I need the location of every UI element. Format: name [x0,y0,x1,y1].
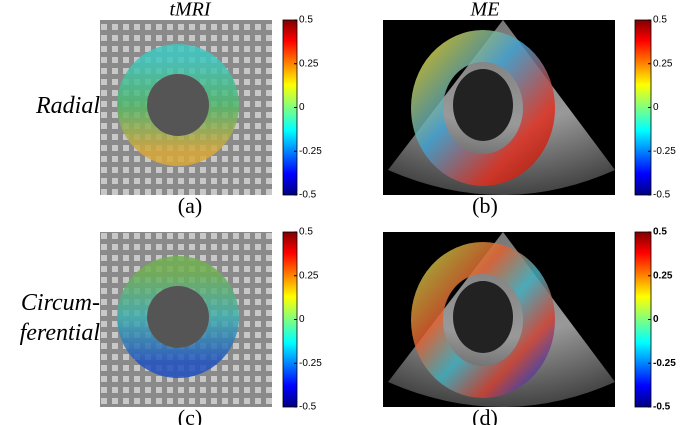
colorbar-tick-label: 0 [653,314,659,325]
panel-caption: (a) [178,193,202,218]
row-label: ferential [20,320,101,346]
colorbar-tick-label: 0.25 [653,58,673,69]
panel-caption: (b) [472,193,498,218]
column-title: ME [470,0,500,21]
colorbar-tick-label: 0.5 [299,227,313,238]
colorbar-tick-label: -0.5 [653,190,671,201]
colorbar-tick-label: 0 [299,314,305,325]
colorbar-tick-label: 0 [653,102,659,113]
strain-ring [411,242,555,398]
colorbar-tick-label: 0 [299,102,305,113]
strain-ring [117,256,239,378]
colorbar-tick-label: 0.5 [653,15,667,26]
colorbar-tick-label: -0.5 [299,190,317,201]
strain-ring [117,44,239,166]
colorbar-tick-label: 0.25 [299,58,319,69]
panel-caption: (c) [178,405,202,425]
row-label: Radial [35,93,100,119]
colorbar-tick-label: -0.25 [299,358,322,369]
column-title: tMRI [169,0,211,21]
row-label: Circum- [21,290,100,316]
blood-pool [147,286,209,348]
colorbar-tick-label: 0.5 [299,15,313,26]
strain-ring [411,30,555,186]
colorbar-tick-label: 0.25 [653,270,673,281]
panel-caption: (d) [472,405,498,425]
colorbar-tick-label: -0.25 [653,358,676,369]
colorbar-tick-label: -0.25 [299,146,322,157]
colorbar-tick-label: 0.5 [653,227,667,238]
colorbar-tick-label: -0.25 [653,146,676,157]
blood-pool [147,74,209,136]
colorbar-tick-label: 0.25 [299,270,319,281]
blood-pool [453,69,513,141]
blood-pool [453,281,513,353]
colorbar-tick-label: -0.5 [299,402,317,413]
colorbar-tick-label: -0.5 [653,402,671,413]
